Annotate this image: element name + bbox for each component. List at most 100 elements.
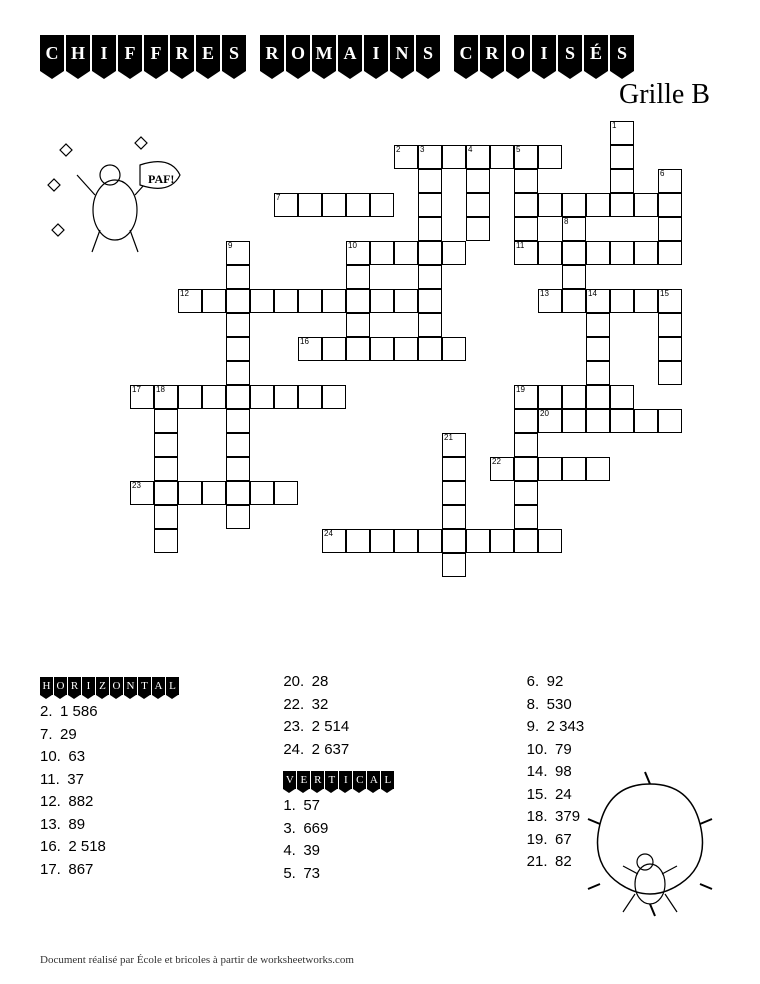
grid-cell[interactable] bbox=[586, 409, 610, 433]
grid-cell[interactable] bbox=[514, 505, 538, 529]
grid-cell[interactable] bbox=[562, 289, 586, 313]
grid-cell[interactable] bbox=[658, 409, 682, 433]
grid-cell[interactable] bbox=[658, 313, 682, 337]
grid-cell[interactable] bbox=[514, 169, 538, 193]
grid-cell[interactable] bbox=[586, 457, 610, 481]
grid-cell[interactable] bbox=[658, 361, 682, 385]
grid-cell[interactable] bbox=[418, 169, 442, 193]
grid-cell[interactable] bbox=[226, 409, 250, 433]
grid-cell[interactable] bbox=[202, 385, 226, 409]
grid-cell[interactable] bbox=[562, 193, 586, 217]
grid-cell[interactable] bbox=[442, 145, 466, 169]
grid-cell[interactable] bbox=[394, 289, 418, 313]
grid-cell[interactable]: 6 bbox=[658, 169, 682, 193]
grid-cell[interactable]: 16 bbox=[298, 337, 322, 361]
grid-cell[interactable] bbox=[586, 361, 610, 385]
grid-cell[interactable] bbox=[226, 505, 250, 529]
grid-cell[interactable] bbox=[538, 457, 562, 481]
grid-cell[interactable] bbox=[442, 505, 466, 529]
grid-cell[interactable]: 2 bbox=[394, 145, 418, 169]
grid-cell[interactable] bbox=[466, 217, 490, 241]
grid-cell[interactable] bbox=[274, 385, 298, 409]
grid-cell[interactable] bbox=[370, 289, 394, 313]
grid-cell[interactable] bbox=[322, 337, 346, 361]
grid-cell[interactable] bbox=[466, 529, 490, 553]
grid-cell[interactable] bbox=[514, 409, 538, 433]
grid-cell[interactable] bbox=[226, 289, 250, 313]
grid-cell[interactable] bbox=[226, 481, 250, 505]
grid-cell[interactable] bbox=[538, 529, 562, 553]
grid-cell[interactable] bbox=[538, 145, 562, 169]
grid-cell[interactable] bbox=[250, 481, 274, 505]
grid-cell[interactable] bbox=[442, 481, 466, 505]
grid-cell[interactable] bbox=[538, 385, 562, 409]
grid-cell[interactable] bbox=[226, 457, 250, 481]
grid-cell[interactable] bbox=[610, 385, 634, 409]
grid-cell[interactable] bbox=[154, 505, 178, 529]
grid-cell[interactable] bbox=[226, 337, 250, 361]
grid-cell[interactable] bbox=[586, 385, 610, 409]
grid-cell[interactable] bbox=[418, 337, 442, 361]
grid-cell[interactable] bbox=[658, 241, 682, 265]
grid-cell[interactable] bbox=[418, 529, 442, 553]
grid-cell[interactable] bbox=[370, 337, 394, 361]
grid-cell[interactable] bbox=[466, 169, 490, 193]
grid-cell[interactable] bbox=[178, 385, 202, 409]
grid-cell[interactable] bbox=[490, 145, 514, 169]
grid-cell[interactable] bbox=[562, 409, 586, 433]
grid-cell[interactable] bbox=[226, 265, 250, 289]
grid-cell[interactable] bbox=[226, 433, 250, 457]
grid-cell[interactable] bbox=[634, 409, 658, 433]
grid-cell[interactable] bbox=[562, 385, 586, 409]
grid-cell[interactable] bbox=[514, 457, 538, 481]
grid-cell[interactable] bbox=[226, 361, 250, 385]
grid-cell[interactable] bbox=[514, 529, 538, 553]
grid-cell[interactable]: 22 bbox=[490, 457, 514, 481]
grid-cell[interactable] bbox=[394, 529, 418, 553]
grid-cell[interactable] bbox=[610, 289, 634, 313]
grid-cell[interactable] bbox=[442, 529, 466, 553]
grid-cell[interactable] bbox=[346, 313, 370, 337]
grid-cell[interactable] bbox=[442, 241, 466, 265]
grid-cell[interactable] bbox=[346, 337, 370, 361]
grid-cell[interactable]: 17 bbox=[130, 385, 154, 409]
grid-cell[interactable] bbox=[274, 289, 298, 313]
grid-cell[interactable] bbox=[226, 385, 250, 409]
grid-cell[interactable]: 19 bbox=[514, 385, 538, 409]
grid-cell[interactable]: 11 bbox=[514, 241, 538, 265]
grid-cell[interactable] bbox=[514, 193, 538, 217]
grid-cell[interactable] bbox=[418, 265, 442, 289]
grid-cell[interactable] bbox=[370, 529, 394, 553]
grid-cell[interactable] bbox=[298, 193, 322, 217]
grid-cell[interactable] bbox=[586, 241, 610, 265]
grid-cell[interactable] bbox=[610, 193, 634, 217]
grid-cell[interactable] bbox=[514, 433, 538, 457]
grid-cell[interactable] bbox=[178, 481, 202, 505]
grid-cell[interactable] bbox=[346, 265, 370, 289]
grid-cell[interactable] bbox=[370, 241, 394, 265]
grid-cell[interactable]: 14 bbox=[586, 289, 610, 313]
grid-cell[interactable] bbox=[562, 241, 586, 265]
grid-cell[interactable]: 4 bbox=[466, 145, 490, 169]
grid-cell[interactable] bbox=[634, 241, 658, 265]
grid-cell[interactable] bbox=[634, 289, 658, 313]
grid-cell[interactable] bbox=[370, 193, 394, 217]
grid-cell[interactable] bbox=[418, 313, 442, 337]
grid-cell[interactable]: 1 bbox=[610, 121, 634, 145]
grid-cell[interactable]: 7 bbox=[274, 193, 298, 217]
grid-cell[interactable] bbox=[154, 481, 178, 505]
grid-cell[interactable]: 9 bbox=[226, 241, 250, 265]
grid-cell[interactable] bbox=[226, 313, 250, 337]
grid-cell[interactable] bbox=[610, 241, 634, 265]
grid-cell[interactable]: 15 bbox=[658, 289, 682, 313]
grid-cell[interactable] bbox=[154, 433, 178, 457]
grid-cell[interactable] bbox=[466, 193, 490, 217]
grid-cell[interactable] bbox=[346, 289, 370, 313]
grid-cell[interactable] bbox=[298, 289, 322, 313]
grid-cell[interactable]: 18 bbox=[154, 385, 178, 409]
grid-cell[interactable] bbox=[250, 289, 274, 313]
grid-cell[interactable] bbox=[418, 241, 442, 265]
grid-cell[interactable] bbox=[514, 217, 538, 241]
grid-cell[interactable] bbox=[658, 337, 682, 361]
grid-cell[interactable] bbox=[586, 313, 610, 337]
